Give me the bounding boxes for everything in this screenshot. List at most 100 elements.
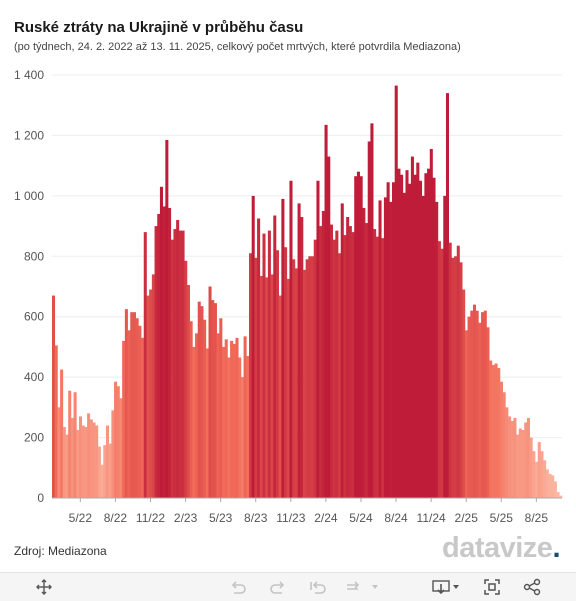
bar[interactable]: [224, 339, 228, 498]
bar[interactable]: [95, 425, 99, 498]
bar[interactable]: [408, 183, 412, 498]
bar[interactable]: [313, 239, 317, 499]
bar[interactable]: [141, 337, 145, 498]
bar[interactable]: [489, 360, 493, 498]
bar[interactable]: [297, 203, 301, 499]
bar[interactable]: [475, 310, 479, 498]
bar[interactable]: [65, 434, 69, 498]
bar[interactable]: [78, 416, 83, 498]
bar[interactable]: [300, 217, 304, 498]
bar[interactable]: [281, 198, 285, 498]
bar[interactable]: [338, 253, 342, 498]
bar[interactable]: [413, 174, 417, 498]
bar[interactable]: [416, 162, 420, 498]
bar[interactable]: [427, 168, 431, 498]
bar[interactable]: [230, 340, 234, 498]
bar[interactable]: [445, 93, 450, 498]
bar[interactable]: [235, 337, 239, 498]
bar[interactable]: [421, 195, 425, 498]
bar[interactable]: [165, 139, 169, 499]
bar[interactable]: [356, 171, 360, 498]
bar[interactable]: [181, 230, 185, 498]
bar[interactable]: [267, 230, 271, 498]
bar[interactable]: [319, 226, 323, 499]
bar[interactable]: [135, 318, 139, 498]
bar[interactable]: [103, 445, 107, 498]
bar[interactable]: [289, 180, 293, 498]
bar[interactable]: [535, 461, 539, 498]
bar[interactable]: [429, 149, 433, 498]
bar[interactable]: [176, 220, 180, 498]
bar[interactable]: [57, 407, 61, 498]
bar[interactable]: [432, 177, 436, 498]
bar[interactable]: [100, 464, 104, 498]
bar[interactable]: [435, 201, 439, 498]
bar[interactable]: [151, 274, 155, 498]
bar[interactable]: [381, 238, 385, 498]
bar[interactable]: [543, 460, 547, 498]
bar[interactable]: [329, 224, 333, 498]
bar[interactable]: [354, 176, 358, 499]
bar[interactable]: [105, 425, 110, 498]
bar[interactable]: [440, 248, 444, 498]
bar[interactable]: [240, 377, 244, 498]
bar[interactable]: [405, 170, 409, 499]
bar[interactable]: [89, 419, 93, 498]
bar[interactable]: [437, 241, 441, 498]
bar[interactable]: [275, 250, 280, 498]
bar[interactable]: [340, 203, 344, 499]
bar[interactable]: [273, 215, 277, 498]
bar[interactable]: [211, 300, 215, 498]
bar[interactable]: [394, 85, 398, 498]
bar[interactable]: [108, 443, 112, 498]
revert-icon[interactable]: [308, 578, 328, 596]
bar[interactable]: [205, 348, 209, 498]
bar[interactable]: [508, 416, 512, 498]
bar[interactable]: [327, 156, 331, 499]
bar[interactable]: [157, 213, 161, 498]
bar[interactable]: [227, 357, 231, 498]
bar[interactable]: [251, 195, 255, 498]
fullscreen-icon[interactable]: [482, 578, 502, 596]
bar[interactable]: [203, 319, 207, 498]
bar[interactable]: [76, 430, 80, 498]
bar[interactable]: [370, 123, 374, 498]
bar[interactable]: [491, 365, 495, 498]
bar[interactable]: [308, 256, 312, 498]
bar[interactable]: [200, 306, 204, 498]
share-icon[interactable]: [522, 578, 542, 596]
move-icon[interactable]: [34, 578, 54, 596]
bar[interactable]: [311, 256, 315, 498]
bar[interactable]: [462, 289, 466, 498]
bar[interactable]: [219, 318, 223, 498]
bar[interactable]: [513, 417, 517, 498]
bar[interactable]: [168, 207, 172, 498]
bar[interactable]: [189, 321, 193, 498]
bar[interactable]: [518, 428, 522, 498]
bar[interactable]: [456, 245, 460, 498]
bar[interactable]: [114, 381, 118, 498]
bar[interactable]: [243, 336, 247, 498]
bar[interactable]: [362, 207, 366, 498]
bar[interactable]: [73, 392, 77, 498]
bar[interactable]: [278, 295, 282, 498]
bar[interactable]: [486, 327, 490, 498]
bar[interactable]: [548, 473, 552, 498]
bar[interactable]: [154, 226, 158, 499]
bar[interactable]: [389, 201, 393, 498]
bar[interactable]: [553, 481, 557, 498]
bar[interactable]: [286, 278, 290, 498]
bar[interactable]: [68, 390, 72, 498]
bar[interactable]: [124, 309, 128, 498]
bar[interactable]: [238, 357, 242, 498]
bar[interactable]: [499, 381, 503, 498]
bar[interactable]: [294, 268, 298, 498]
bar[interactable]: [481, 312, 485, 498]
bar[interactable]: [459, 262, 463, 498]
bar[interactable]: [173, 229, 177, 499]
bar[interactable]: [532, 451, 536, 498]
bar[interactable]: [497, 368, 501, 498]
bar[interactable]: [392, 182, 396, 498]
bar[interactable]: [257, 218, 261, 498]
bar[interactable]: [70, 417, 74, 498]
